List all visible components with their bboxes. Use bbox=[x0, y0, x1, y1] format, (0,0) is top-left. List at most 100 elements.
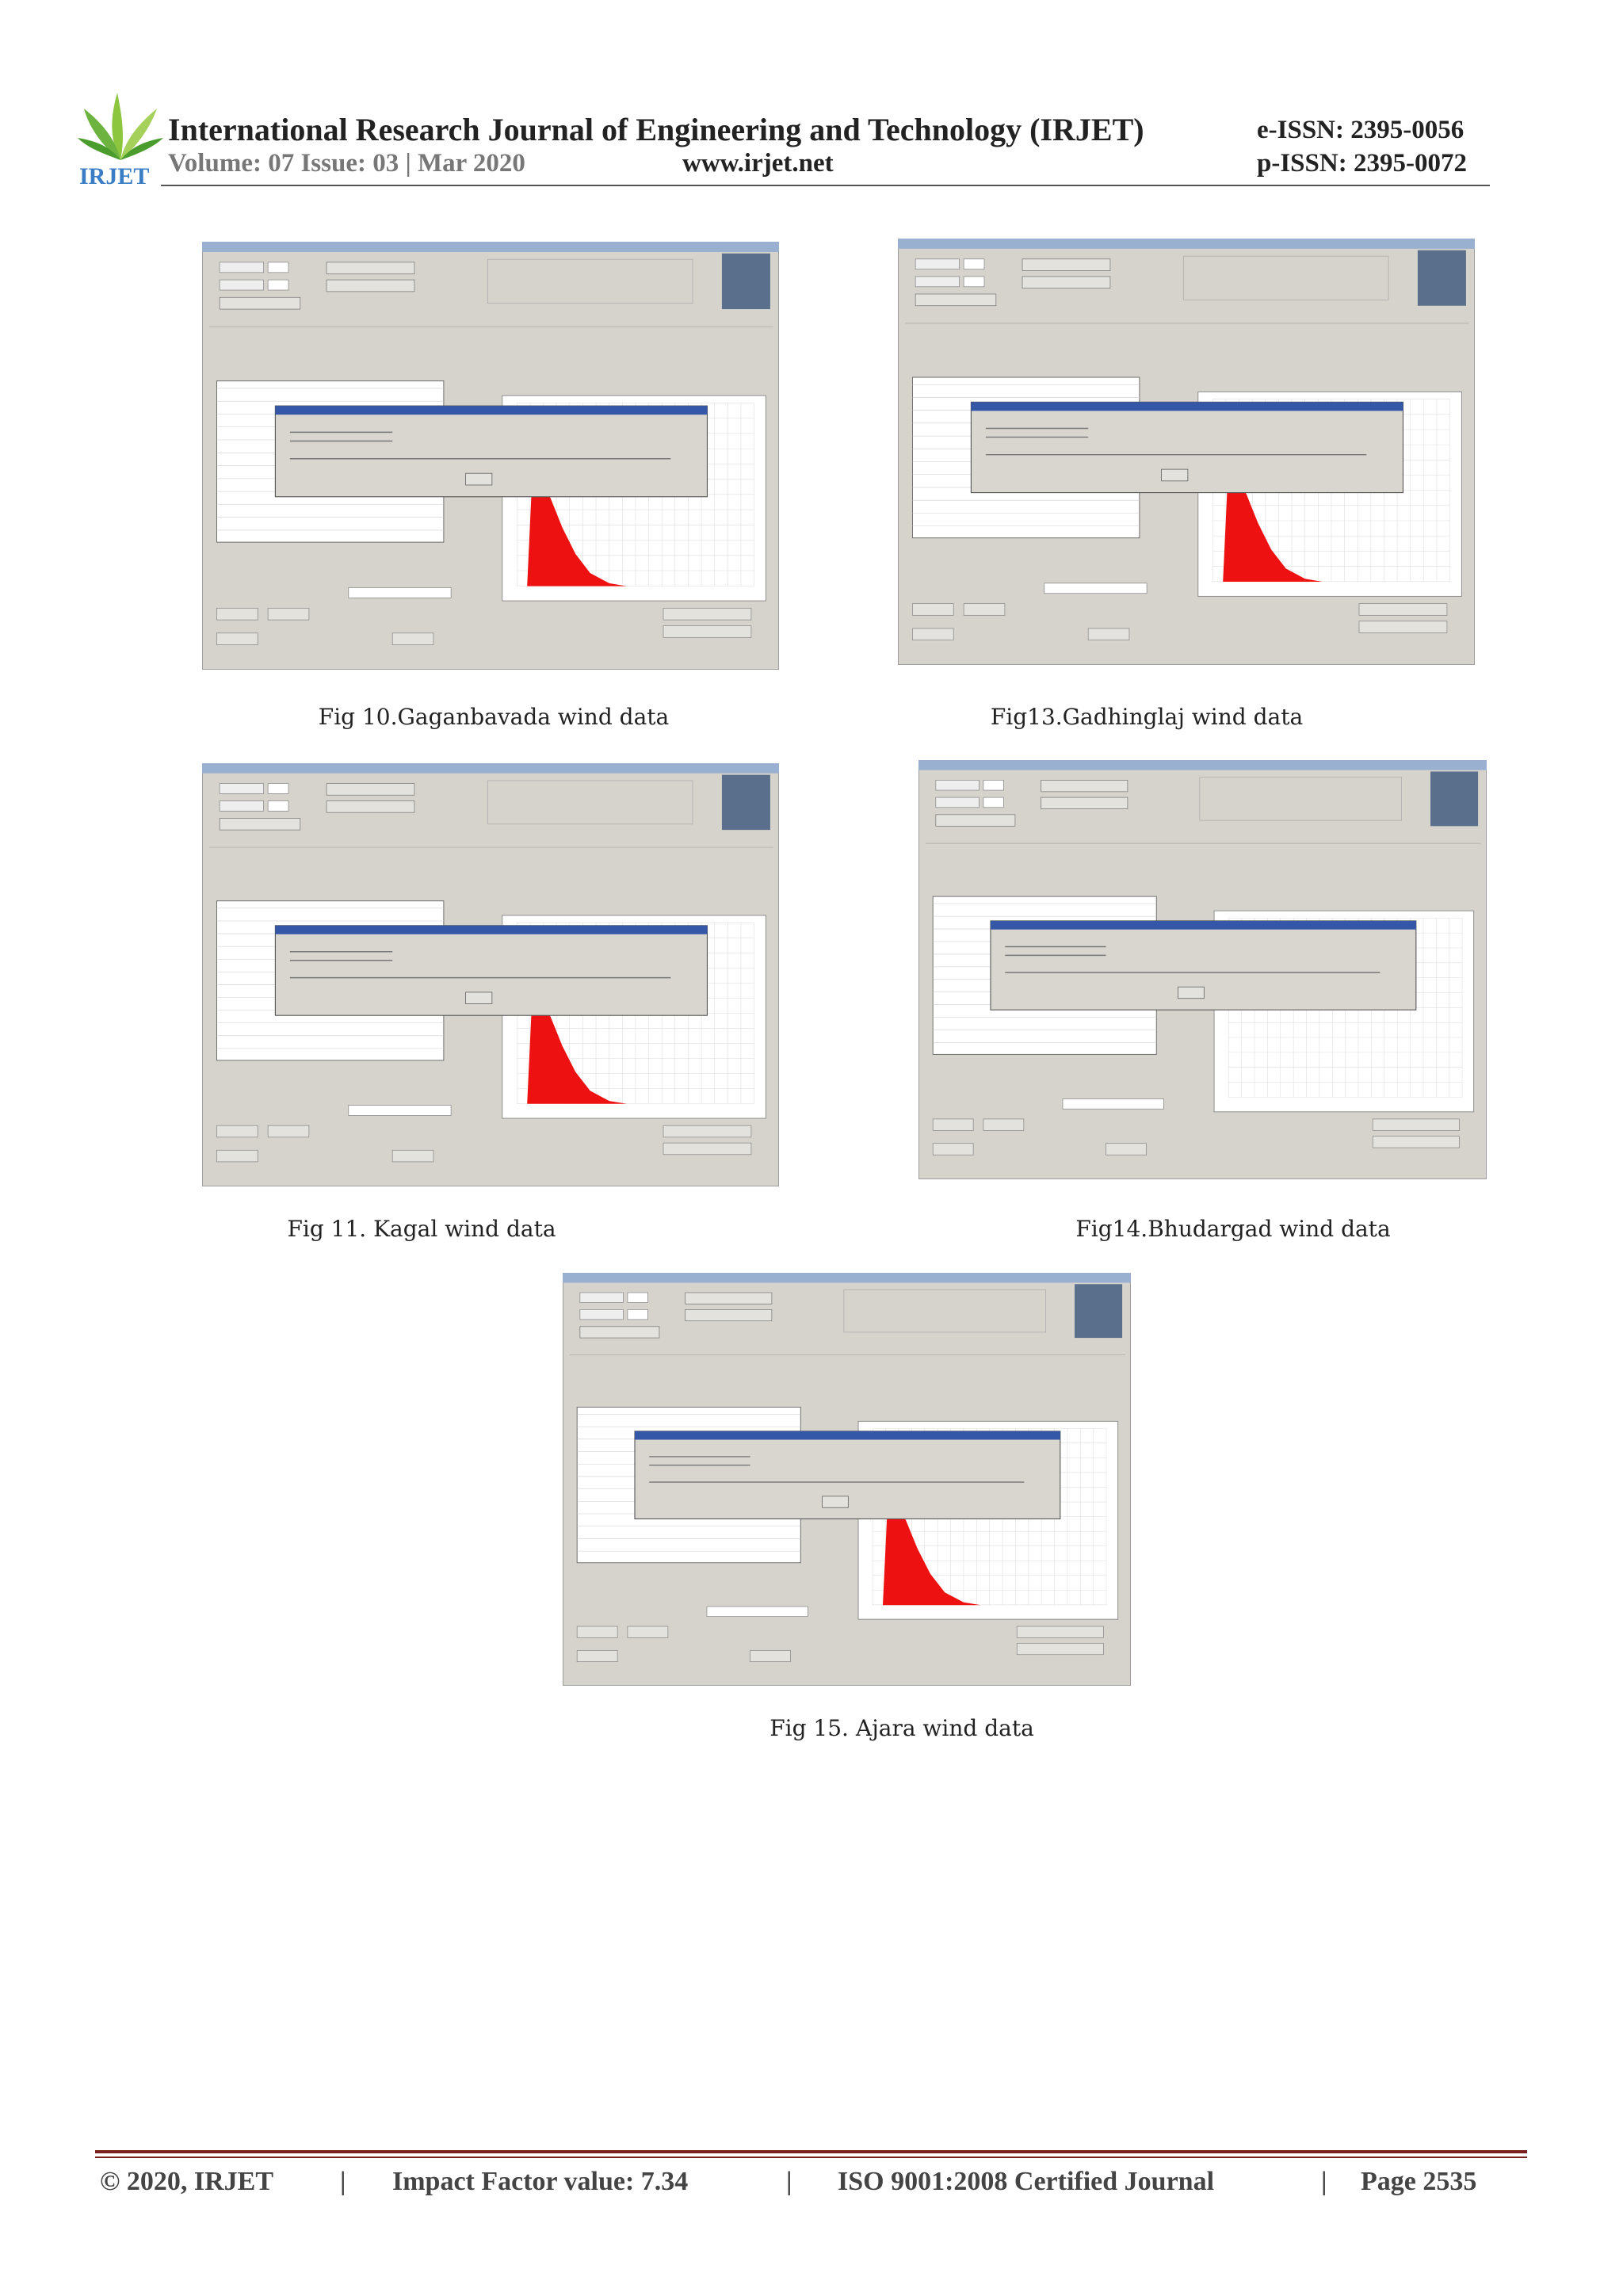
input-box bbox=[983, 780, 1004, 791]
dialog-title bbox=[971, 402, 1403, 411]
screenshot bbox=[563, 1273, 1131, 1686]
wind-turbine-image bbox=[721, 253, 770, 310]
wind-turbine-image bbox=[1075, 1284, 1123, 1339]
input-box bbox=[627, 1309, 648, 1320]
figure-caption: Fig 10.Gaganbavada wind data bbox=[318, 704, 670, 730]
control bbox=[627, 1626, 669, 1638]
volume-issue: Volume: 07 Issue: 03 | Mar 2020 bbox=[168, 149, 525, 178]
control bbox=[912, 628, 954, 641]
journal-title: International Research Journal of Engine… bbox=[168, 112, 1144, 147]
impact-factor: Impact Factor value: 7.34 bbox=[392, 2167, 689, 2196]
control bbox=[1087, 628, 1130, 641]
button bbox=[915, 293, 997, 307]
wind-turbine-image bbox=[1417, 250, 1466, 306]
button bbox=[326, 800, 415, 813]
title-bar bbox=[563, 1273, 1131, 1283]
button bbox=[1022, 276, 1111, 289]
ok-button bbox=[465, 991, 493, 1004]
screenshot bbox=[202, 242, 779, 670]
filename-box bbox=[1044, 583, 1148, 594]
control bbox=[267, 1125, 310, 1138]
control bbox=[216, 632, 258, 645]
wind-turbine-image bbox=[721, 774, 770, 831]
input-box bbox=[579, 1309, 624, 1320]
control bbox=[216, 1125, 258, 1138]
button bbox=[685, 1309, 773, 1322]
figure-caption: Fig14.Bhudargad wind data bbox=[1075, 1216, 1391, 1242]
control bbox=[576, 1650, 618, 1663]
input-box bbox=[935, 780, 980, 791]
dialog-title bbox=[275, 925, 708, 934]
input-box bbox=[219, 783, 264, 794]
control bbox=[1016, 1626, 1104, 1638]
control bbox=[1372, 1136, 1460, 1148]
button bbox=[1041, 780, 1128, 793]
logo: IRJET bbox=[78, 93, 163, 187]
button bbox=[1022, 258, 1111, 271]
dialog-title bbox=[990, 920, 1416, 930]
input-box bbox=[915, 258, 960, 270]
figure-caption: Fig 15. Ajara wind data bbox=[769, 1715, 1034, 1741]
control bbox=[1106, 1143, 1147, 1156]
button bbox=[326, 783, 415, 796]
control bbox=[663, 625, 752, 638]
input-box bbox=[267, 783, 289, 794]
input-box bbox=[983, 797, 1004, 808]
figure-caption: Fig13.Gadhinglaj wind data bbox=[990, 704, 1304, 730]
input-box bbox=[935, 797, 980, 808]
pissn: p-ISSN: 2395-0072 bbox=[1257, 149, 1467, 178]
screenshot bbox=[202, 763, 779, 1186]
control bbox=[912, 603, 954, 616]
title-bar bbox=[202, 763, 779, 774]
control bbox=[932, 1143, 974, 1156]
button bbox=[579, 1326, 660, 1339]
control bbox=[983, 1118, 1025, 1131]
input-box bbox=[963, 258, 985, 270]
input-box bbox=[219, 800, 264, 812]
dialog-title bbox=[634, 1431, 1060, 1440]
input-box bbox=[219, 279, 264, 291]
button bbox=[935, 814, 1016, 827]
control bbox=[216, 1149, 258, 1163]
control bbox=[1358, 603, 1448, 616]
control bbox=[391, 632, 434, 645]
control bbox=[391, 1149, 434, 1163]
input-box bbox=[963, 276, 985, 288]
control bbox=[663, 1142, 752, 1156]
wind-turbine-image bbox=[1430, 771, 1479, 827]
filename-box bbox=[1062, 1098, 1164, 1110]
title-bar bbox=[918, 760, 1487, 770]
button bbox=[685, 1292, 773, 1305]
control bbox=[750, 1650, 791, 1663]
button bbox=[326, 262, 415, 275]
control bbox=[932, 1118, 974, 1131]
control bbox=[576, 1626, 618, 1638]
separator: | bbox=[786, 2167, 792, 2196]
group-box bbox=[843, 1289, 1046, 1333]
figure-caption: Fig 11. Kagal wind data bbox=[287, 1216, 556, 1242]
histogram bbox=[527, 483, 627, 586]
group-box bbox=[487, 780, 693, 825]
input-box bbox=[627, 1292, 648, 1303]
button bbox=[219, 296, 301, 310]
histogram bbox=[527, 1002, 627, 1104]
certification: ISO 9001:2008 Certified Journal bbox=[838, 2167, 1215, 2196]
screenshot bbox=[918, 760, 1487, 1179]
screenshot bbox=[898, 239, 1475, 665]
group-box bbox=[1199, 777, 1402, 821]
title-bar bbox=[202, 242, 779, 252]
input-box bbox=[915, 276, 960, 288]
input-box bbox=[579, 1292, 624, 1303]
control bbox=[1358, 621, 1448, 633]
header-rule bbox=[161, 185, 1490, 186]
title-bar bbox=[898, 239, 1475, 249]
filename-box bbox=[348, 1105, 452, 1116]
group-box bbox=[1182, 255, 1389, 300]
logo-text: IRJET bbox=[79, 163, 149, 187]
separator: | bbox=[340, 2167, 346, 2196]
button bbox=[219, 818, 301, 831]
control bbox=[216, 607, 258, 621]
button bbox=[1041, 797, 1128, 809]
control bbox=[267, 607, 310, 621]
